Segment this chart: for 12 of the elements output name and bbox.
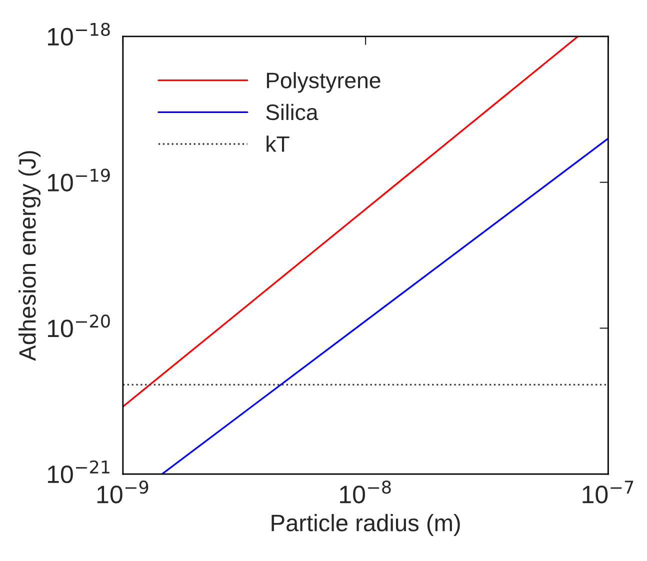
y-tick-label: 10$^{−20}$ [48,314,110,338]
legend-label: kT [266,136,290,152]
y-axis-title: Adhesion energy (J) [18,151,41,361]
x-axis-title: Particle radius (m) [272,514,460,536]
x-tick-label: 10$^{−7}$ [582,480,634,504]
legend-label: Silica [266,104,318,120]
x-tick-label: 10$^{−9}$ [97,480,148,504]
y-tick-label: 10$^{−21}$ [48,460,110,484]
y-tick-label: 10$^{−19}$ [48,168,110,192]
legend-label: Polystyrene [266,72,380,93]
y-tick-label: 10$^{−18}$ [48,22,110,46]
x-tick-label: 10$^{−8}$ [340,480,391,504]
